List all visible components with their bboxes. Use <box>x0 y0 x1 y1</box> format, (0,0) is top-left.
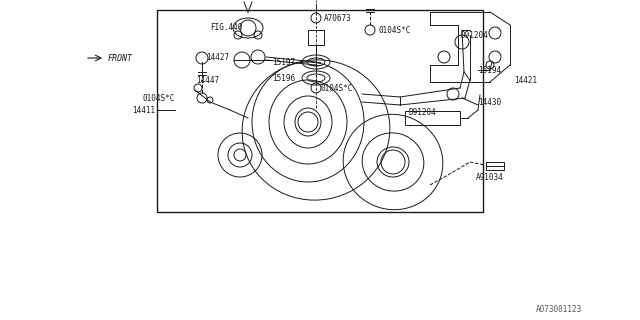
Text: 15194: 15194 <box>478 66 501 75</box>
Text: A91034: A91034 <box>476 172 504 181</box>
Text: FRONT: FRONT <box>108 53 133 62</box>
Text: 0104S*C: 0104S*C <box>142 93 174 102</box>
Bar <box>405 111 460 125</box>
Bar <box>486 162 504 170</box>
Text: D91204: D91204 <box>408 108 436 116</box>
Text: 14421: 14421 <box>514 76 537 84</box>
Text: FIG.440: FIG.440 <box>210 22 243 31</box>
Text: 0104S*C: 0104S*C <box>378 26 410 35</box>
Text: 15196: 15196 <box>272 74 295 83</box>
Text: 14411: 14411 <box>132 106 155 115</box>
Text: 14447: 14447 <box>196 76 219 84</box>
Text: D91204: D91204 <box>460 30 488 39</box>
Text: 15197: 15197 <box>272 58 295 67</box>
Text: 14427: 14427 <box>206 52 229 61</box>
Text: A70673: A70673 <box>324 13 352 22</box>
Text: 0104S*C: 0104S*C <box>320 84 353 92</box>
Text: 14430: 14430 <box>478 98 501 107</box>
Bar <box>157 10 483 212</box>
Text: A073001123: A073001123 <box>536 306 582 315</box>
